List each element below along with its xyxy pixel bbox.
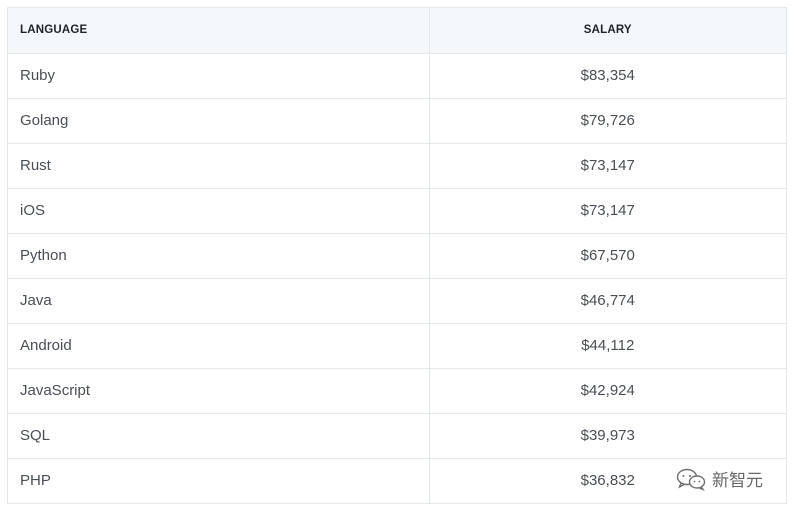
language-cell: Golang: [8, 98, 430, 144]
salary-cell: $73,147: [429, 143, 786, 189]
language-cell: Ruby: [8, 53, 430, 99]
salary-cell: $46,774: [429, 278, 786, 324]
salary-cell: $67,570: [429, 233, 786, 279]
salary-cell: $79,726: [429, 98, 786, 144]
language-cell: iOS: [8, 188, 430, 234]
salary-cell: $39,973: [429, 413, 786, 459]
language-cell: Python: [8, 233, 430, 279]
column-header-salary: SALARY: [429, 8, 786, 54]
table-header: LANGUAGE SALARY: [8, 8, 786, 54]
table-body: Ruby $83,354 Golang $79,726 Rust $73,147…: [8, 53, 786, 503]
table-row: Python $67,570: [8, 233, 786, 279]
salary-cell: $36,832: [580, 472, 635, 490]
salary-cell: $44,112: [429, 323, 786, 369]
language-cell: JavaScript: [8, 368, 430, 414]
table-row: Rust $73,147: [8, 143, 786, 189]
salary-cell: $42,924: [429, 368, 786, 414]
table-row: Ruby $83,354: [8, 53, 786, 99]
language-cell: Android: [8, 323, 430, 369]
language-cell: Java: [8, 278, 430, 324]
header-row: LANGUAGE SALARY: [8, 8, 786, 54]
watermark: 新智元: [676, 466, 763, 491]
column-header-language: LANGUAGE: [8, 8, 430, 54]
language-cell: SQL: [8, 413, 430, 459]
watermark-text: 新智元: [712, 471, 763, 491]
table-row: Golang $79,726: [8, 98, 786, 144]
language-cell: Rust: [8, 143, 430, 189]
table-row: JavaScript $42,924: [8, 368, 786, 414]
table-row: iOS $73,147: [8, 188, 786, 234]
table-row: Java $46,774: [8, 278, 786, 324]
salary-table-container: LANGUAGE SALARY Ruby $83,354 Golang $79,…: [7, 7, 787, 504]
salary-table: LANGUAGE SALARY Ruby $83,354 Golang $79,…: [8, 8, 786, 503]
salary-cell: $83,354: [429, 53, 786, 99]
wechat-icon: [676, 467, 706, 491]
table-row: Android $44,112: [8, 323, 786, 369]
table-row: SQL $39,973: [8, 413, 786, 459]
table-row: PHP $36,832: [8, 458, 786, 503]
language-cell: PHP: [8, 458, 430, 503]
salary-cell: $73,147: [429, 188, 786, 234]
